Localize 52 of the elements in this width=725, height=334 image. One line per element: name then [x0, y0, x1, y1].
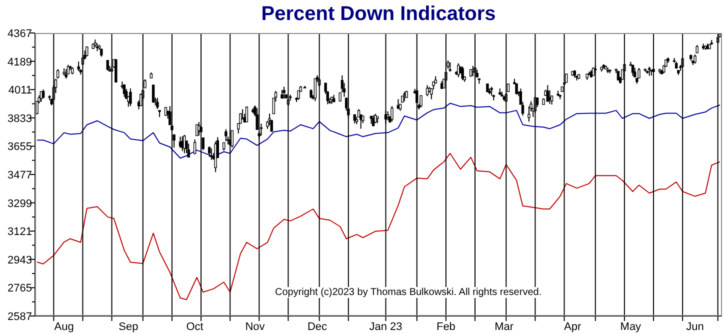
y-tick-label: 2765 [8, 282, 32, 295]
x-tick-label: Nov [245, 321, 266, 333]
line-series [36, 152, 720, 300]
y-tick-label: 3655 [8, 141, 32, 154]
candlestick [152, 84, 155, 104]
candlestick [106, 60, 109, 72]
chart-title: Percent Down Indicators [260, 3, 497, 26]
candlestick [208, 146, 211, 158]
x-tick-label: Oct [186, 321, 204, 333]
candlestick [390, 106, 394, 122]
candlestick [224, 128, 228, 142]
candlestick [633, 67, 636, 78]
candlestick [77, 61, 80, 72]
y-tick-label: 3121 [8, 226, 32, 238]
line-series [36, 102, 720, 159]
candlestick [183, 134, 186, 154]
candlestick [196, 124, 198, 136]
y-tick-label: 4189 [8, 56, 32, 68]
y-tick-label: 4367 [8, 28, 32, 40]
candlestick [430, 88, 433, 100]
y-tick-label: 2943 [8, 254, 32, 266]
x-tick-label: Sep [118, 321, 138, 333]
candlestick [297, 90, 300, 100]
x-tick-label: Mar [494, 321, 514, 333]
x-tick-label: Dec [307, 321, 328, 333]
candlestick [694, 54, 696, 64]
candlestick [631, 64, 634, 76]
candlestick [193, 138, 196, 155]
annotation: Copyright (c)2023 by Thomas Bulkowski. All rights reserved. [275, 287, 542, 298]
candlestick [114, 59, 118, 82]
x-tick-label: Feb [436, 321, 456, 333]
candlestick [241, 108, 244, 120]
candlestick [56, 68, 60, 80]
candlestick [403, 91, 406, 102]
candlestick [42, 88, 45, 100]
y-tick-label: 3477 [8, 170, 32, 182]
candlestick [129, 88, 132, 107]
y-tick-label: 3833 [8, 112, 32, 125]
x-tick-label: May [620, 321, 642, 333]
candlestick [86, 46, 88, 58]
y-tick-label: 3299 [8, 198, 32, 210]
candlestick [638, 67, 640, 78]
candlestick [187, 143, 190, 158]
x-tick-label: Jan 23 [369, 321, 402, 333]
x-tick-label: Apr [564, 321, 582, 333]
x-tick-label: Aug [54, 321, 74, 333]
candlestick [461, 66, 464, 81]
candlestick [448, 62, 452, 72]
y-tick-label: 4011 [8, 84, 32, 97]
x-tick-label: Jun [686, 321, 704, 333]
y-tick-label: 2587 [8, 311, 32, 323]
candlestick [340, 74, 344, 93]
